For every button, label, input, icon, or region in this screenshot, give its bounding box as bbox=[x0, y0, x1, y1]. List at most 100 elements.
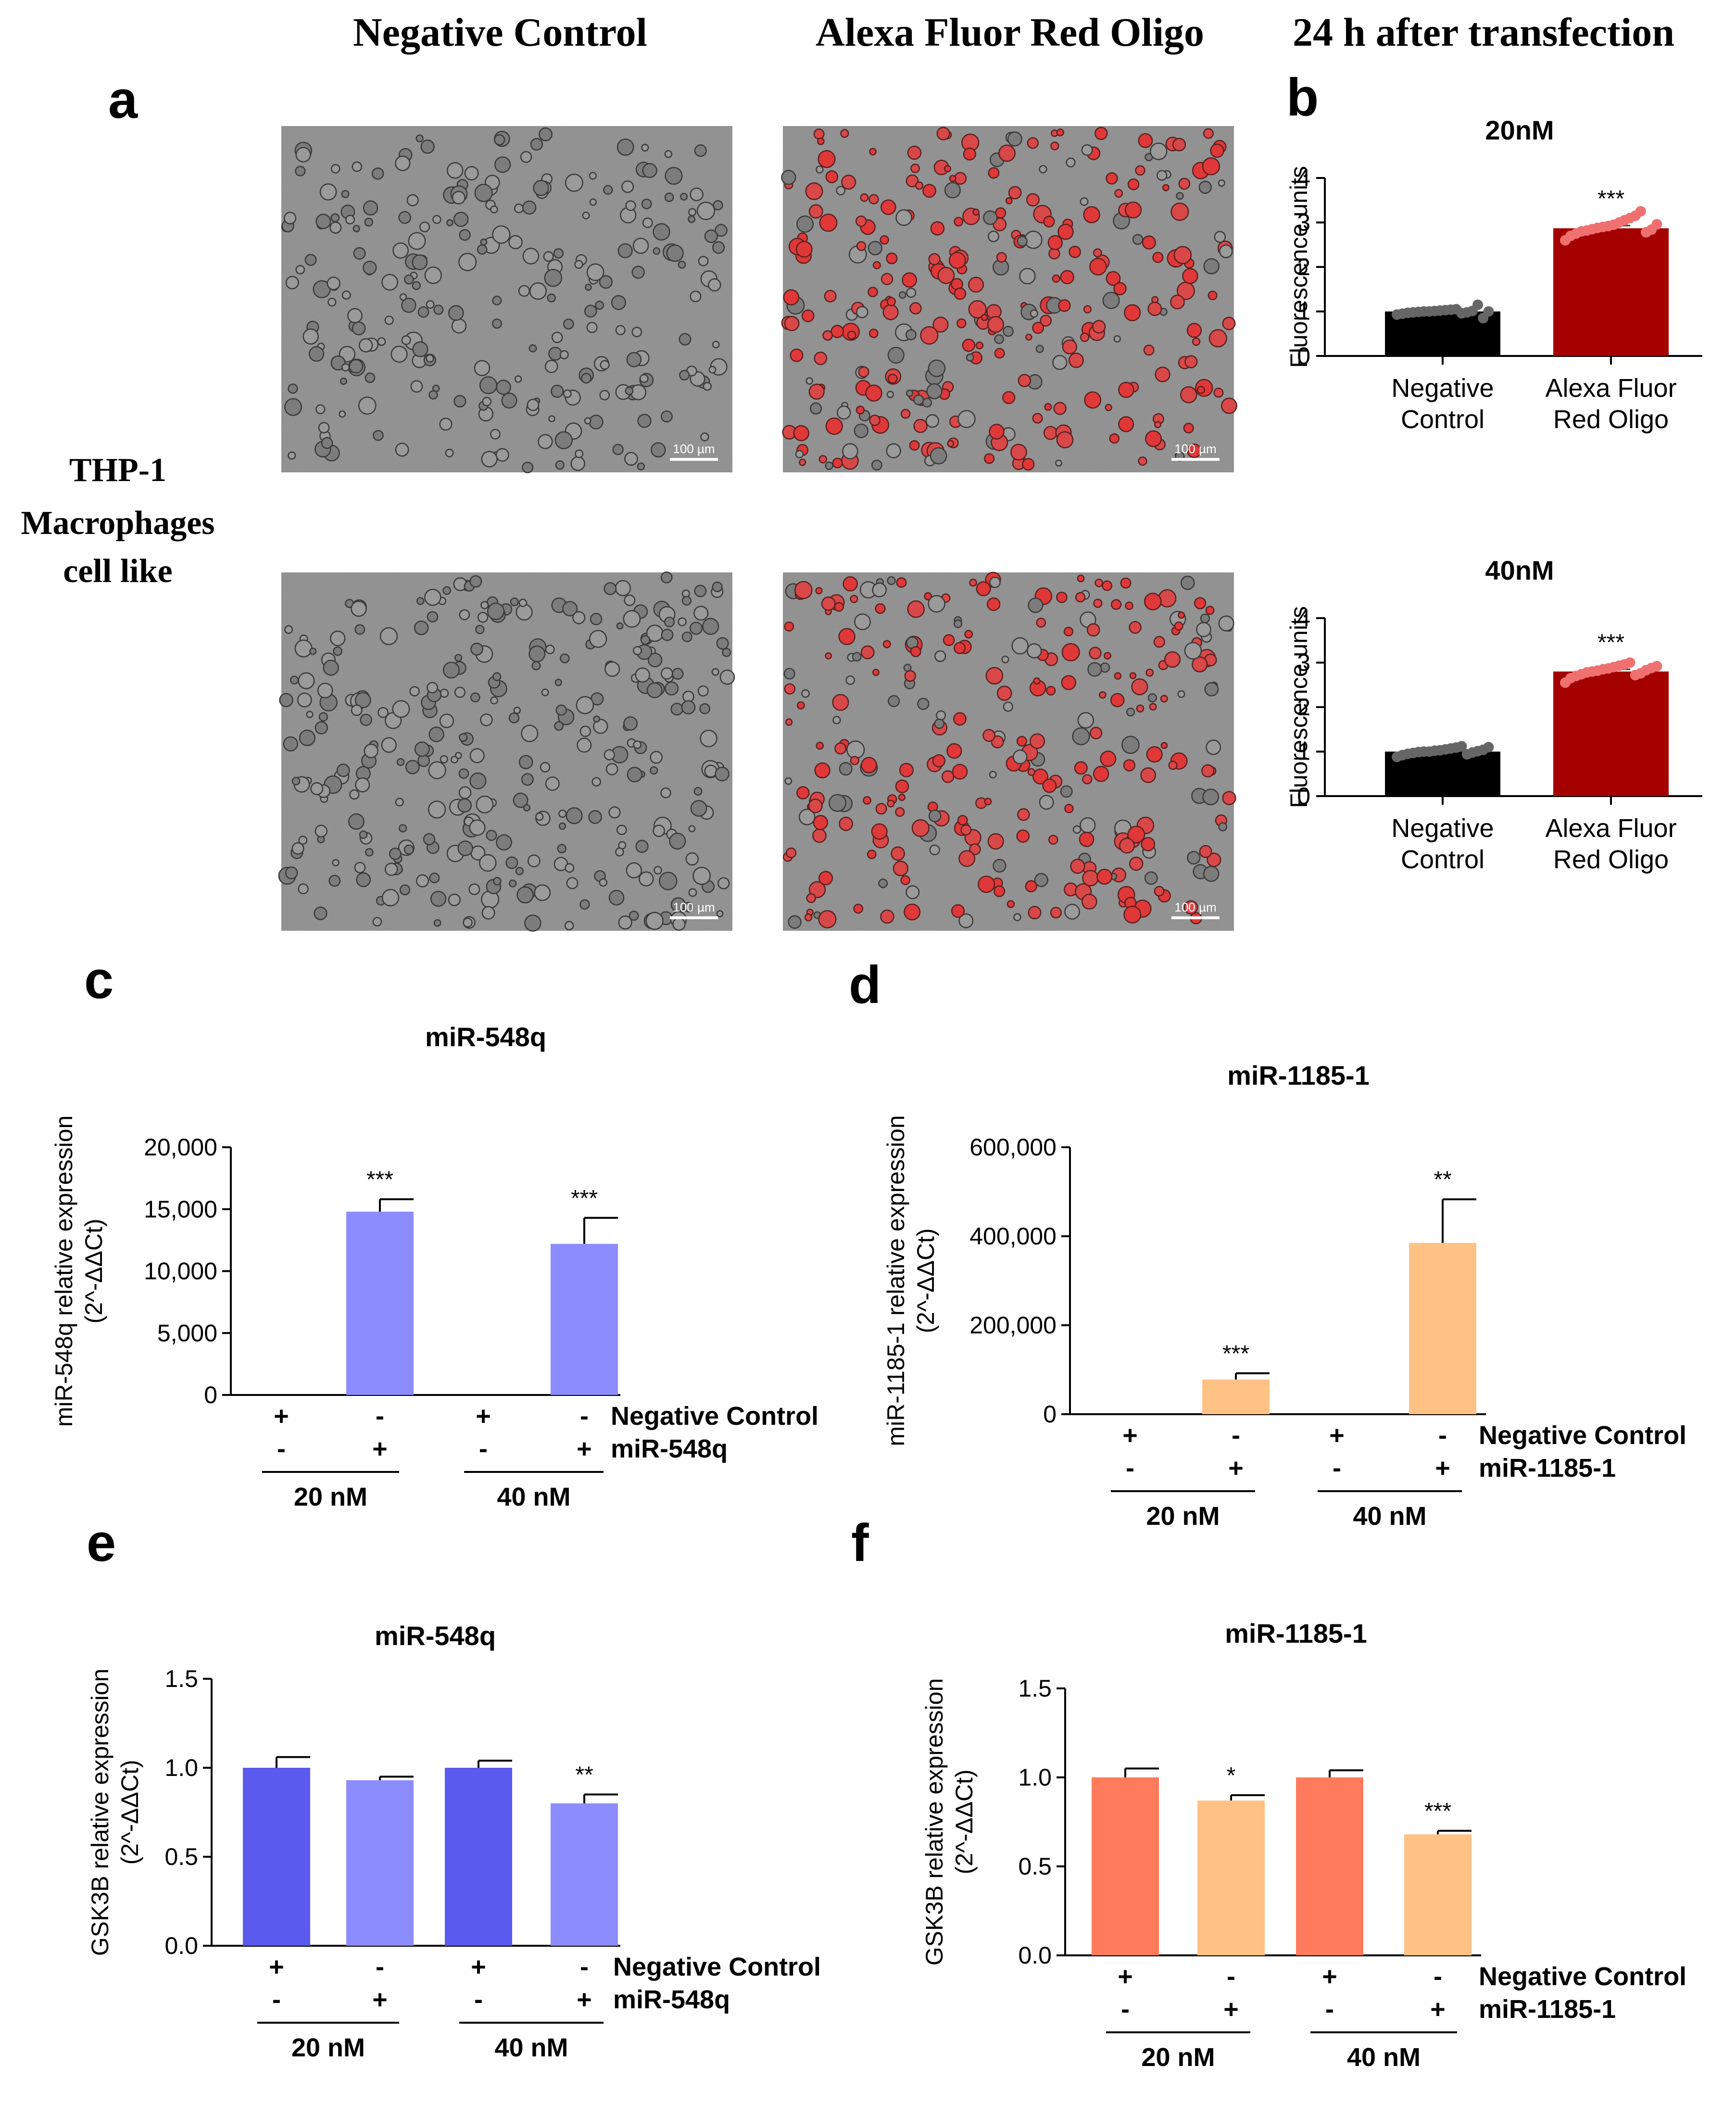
chart-c-mir548q: miR-548q 0 5,000 10,000 15,000 20,000 miR-548q… bbox=[50, 1022, 818, 1511]
row1-sign: + bbox=[1322, 1962, 1337, 1991]
scale-bar bbox=[670, 458, 718, 461]
row1-sign: - bbox=[1232, 1421, 1240, 1450]
data-point bbox=[1472, 299, 1483, 310]
y-tick-label: 600,000 bbox=[969, 1134, 1057, 1161]
y-tick-label: 2 bbox=[1297, 253, 1310, 280]
chart-e-gsk3b-mir548q: miR-548q 0.0 0.5 1.0 1.5 GSK3B relative expre… bbox=[87, 1621, 821, 2062]
significance-label: ** bbox=[1434, 1167, 1451, 1192]
bar bbox=[1553, 228, 1669, 356]
bar bbox=[1553, 672, 1669, 796]
row2-sign: + bbox=[577, 1985, 592, 2014]
y-axis-unit: (2^-ΔΔCt) bbox=[951, 1769, 978, 1874]
x-tick-label: Control bbox=[1401, 845, 1484, 874]
panel-letter-b: b bbox=[1286, 68, 1319, 127]
group-label: 20 nM bbox=[1141, 2043, 1215, 2072]
row2-sign: + bbox=[1223, 1995, 1239, 2024]
data-point bbox=[1635, 206, 1646, 217]
y-tick-label: 5,000 bbox=[157, 1319, 217, 1346]
row2-sign: - bbox=[272, 1985, 281, 2014]
panel-letter-c: c bbox=[84, 951, 113, 1010]
x-tick-label: Red Oligo bbox=[1553, 845, 1669, 874]
row2-sign: - bbox=[474, 1985, 483, 2014]
bar bbox=[1202, 1379, 1270, 1414]
row2-sign: - bbox=[479, 1434, 488, 1463]
chart-f-gsk3b-mir1185: miR-1185-1 0.0 0.5 1.0 1.5 GSK3B relative exp… bbox=[921, 1618, 1686, 2072]
y-tick-label: 0 bbox=[1297, 783, 1310, 810]
data-point bbox=[1651, 219, 1662, 230]
chart-title: miR-1185-1 bbox=[1225, 1618, 1367, 1648]
row2-sign: - bbox=[1333, 1454, 1341, 1483]
scale-bar-label: 100 µm bbox=[1174, 442, 1216, 456]
row1-sign: - bbox=[376, 1402, 384, 1431]
y-tick-label: 2 bbox=[1297, 694, 1310, 721]
bar bbox=[445, 1768, 512, 1946]
micrograph-nc-40: 100 µm bbox=[278, 571, 735, 932]
bar bbox=[346, 1780, 414, 1946]
row1-sign: + bbox=[1118, 1962, 1133, 1991]
x-tick-label: Negative bbox=[1391, 374, 1494, 403]
row2-sign: - bbox=[1325, 1995, 1334, 2024]
micrograph-red-40: 100 µm bbox=[783, 571, 1236, 931]
y-axis-unit: (2^-ΔΔCt) bbox=[116, 1760, 143, 1864]
y-axis-label: Fluorescence units bbox=[1285, 606, 1312, 808]
chart-title: miR-548q bbox=[375, 1621, 496, 1651]
y-tick-label: 10,000 bbox=[144, 1258, 217, 1285]
header-negative-control: Negative Control bbox=[353, 10, 647, 55]
micrograph-texture bbox=[281, 126, 732, 472]
y-axis-label: miR-548q relative expression bbox=[50, 1115, 77, 1427]
y-axis-unit: (2^-ΔΔCt) bbox=[80, 1218, 107, 1323]
significance-label: *** bbox=[571, 1186, 598, 1211]
significance-label: *** bbox=[1598, 186, 1624, 212]
y-tick-label: 0.0 bbox=[1018, 1942, 1052, 1969]
group-label: 20 nM bbox=[294, 1483, 367, 1511]
side-label-line-3: cell like bbox=[63, 553, 172, 590]
bar bbox=[1092, 1777, 1159, 1955]
scale-bar bbox=[670, 916, 718, 919]
chart-d-mir1185: miR-1185-1 0 200,000 400,000 600,000 miR-1185… bbox=[882, 1060, 1686, 1531]
row1-sign: - bbox=[580, 1952, 589, 1981]
row1-label: Negative Control bbox=[1479, 1962, 1686, 1991]
cell-cluster bbox=[278, 571, 735, 932]
significance-label: *** bbox=[366, 1167, 393, 1192]
bar bbox=[1404, 1834, 1472, 1955]
data-point bbox=[1483, 306, 1494, 317]
row2-label: miR-548q bbox=[611, 1434, 728, 1463]
chart-title: miR-1185-1 bbox=[1227, 1060, 1370, 1090]
bar bbox=[551, 1243, 618, 1395]
data-point bbox=[1456, 741, 1467, 752]
group-label: 40 nM bbox=[497, 1483, 570, 1511]
group-label: 20 nM bbox=[1146, 1502, 1220, 1531]
micrograph-nc-20: 100 µm bbox=[281, 126, 732, 473]
cell-cluster bbox=[783, 571, 1236, 929]
row2-sign: + bbox=[372, 1985, 388, 2014]
x-tick-label: Red Oligo bbox=[1553, 405, 1669, 434]
y-tick-label: 200,000 bbox=[969, 1312, 1057, 1339]
y-axis-label: GSK3B relative expression bbox=[87, 1669, 113, 1956]
y-tick-label: 0 bbox=[1043, 1401, 1057, 1428]
scale-bar-label: 100 µm bbox=[673, 442, 715, 456]
cell-cluster bbox=[281, 127, 728, 473]
row1-sign: - bbox=[1434, 1962, 1442, 1991]
significance-label: *** bbox=[1222, 1341, 1249, 1367]
y-tick-label: 15,000 bbox=[144, 1196, 217, 1223]
row1-sign: - bbox=[1227, 1962, 1235, 1991]
row1-sign: - bbox=[376, 1952, 384, 1981]
row2-sign: - bbox=[1121, 1995, 1130, 2024]
row2-sign: + bbox=[577, 1434, 592, 1463]
y-tick-label: 4 bbox=[1297, 605, 1310, 632]
bar bbox=[1197, 1800, 1265, 1955]
y-axis-label: Fluorescence units bbox=[1285, 166, 1312, 368]
y-tick-label: 0 bbox=[1297, 342, 1310, 369]
row1-sign: - bbox=[1438, 1421, 1447, 1450]
scale-bar bbox=[1171, 458, 1220, 461]
bar bbox=[346, 1211, 414, 1395]
significance-label: *** bbox=[1424, 1799, 1451, 1824]
y-tick-label: 1.5 bbox=[164, 1665, 198, 1692]
group-label: 40 nM bbox=[494, 2033, 568, 2062]
row1-label: Negative Control bbox=[613, 1952, 821, 1981]
x-tick-label: Control bbox=[1401, 405, 1484, 434]
row1-sign: + bbox=[1329, 1421, 1345, 1450]
group-label: 40 nM bbox=[1353, 1502, 1426, 1531]
